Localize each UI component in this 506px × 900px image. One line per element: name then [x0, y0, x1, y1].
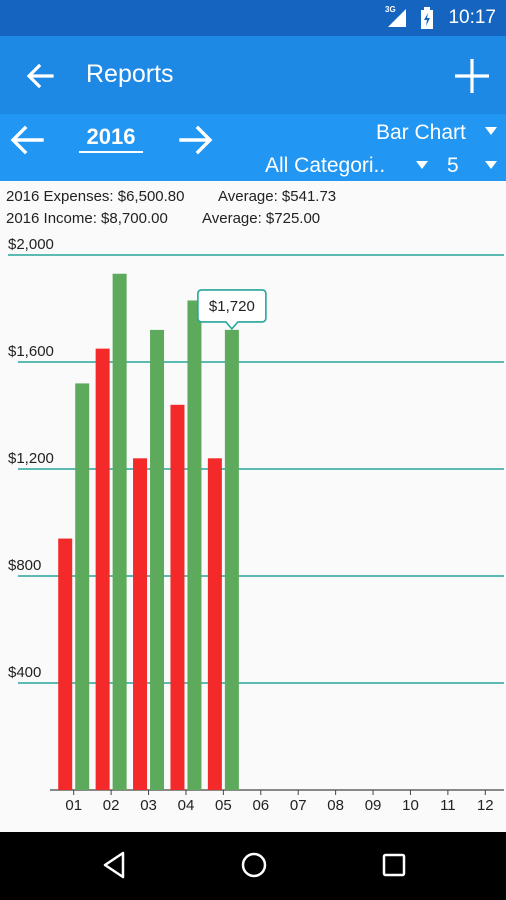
income-bar: [187, 300, 202, 790]
x-tick-label: 12: [477, 797, 494, 814]
y-tick-label: $1,200: [8, 450, 54, 467]
month-count-dropdown[interactable]: 5: [447, 154, 459, 177]
y-tick-label: $2,000: [8, 236, 54, 253]
x-tick-label: 06: [252, 797, 269, 814]
expenses-average: Average: $541.73: [218, 188, 337, 205]
back-arrow-icon[interactable]: [22, 58, 58, 94]
income-summary: 2016 Income: $8,700.00: [6, 210, 168, 227]
expense-bar: [170, 404, 185, 790]
report-toolbar: 2016 Bar Chart All Categori.. 5: [0, 114, 506, 181]
signal-icon: [388, 9, 406, 27]
x-tick-label: 05: [215, 797, 232, 814]
battery-icon: [421, 7, 433, 29]
income-bar: [150, 329, 165, 790]
y-tick-label: $1,600: [8, 343, 54, 360]
page-title: Reports: [86, 60, 174, 88]
x-tick-label: 07: [290, 797, 307, 814]
expense-bar: [133, 458, 148, 790]
y-tick-label: $800: [8, 557, 41, 574]
x-tick-label: 04: [178, 797, 195, 814]
bar-value-tooltip: $1,720: [197, 289, 267, 331]
income-bar: [75, 383, 90, 790]
system-nav-bar: [0, 832, 506, 900]
x-tick-label: 03: [140, 797, 157, 814]
year-selector[interactable]: 2016: [79, 124, 143, 153]
expense-bar: [58, 538, 73, 790]
app-bar: Reports: [0, 36, 506, 114]
tooltip-value: $1,720: [209, 298, 255, 315]
nav-home-icon[interactable]: [239, 850, 269, 880]
next-year-arrow-icon[interactable]: [177, 122, 215, 158]
category-dropdown[interactable]: All Categori..: [265, 154, 386, 177]
x-tick-label: 01: [65, 797, 82, 814]
income-bar: [224, 329, 239, 790]
chart-type-caret-icon[interactable]: [485, 127, 497, 135]
x-tick-label: 08: [327, 797, 344, 814]
bar-chart: $2,000 $1,600 $1,200 $800 $400 01 02 03 04 05 06 07…: [8, 236, 504, 814]
x-tick-label: 10: [402, 797, 419, 814]
expense-bar: [207, 458, 222, 790]
previous-year-arrow-icon[interactable]: [8, 122, 46, 158]
x-tick-label: 11: [440, 797, 456, 814]
chart-type-dropdown[interactable]: Bar Chart: [376, 121, 466, 144]
month-count-caret-icon[interactable]: [485, 161, 497, 169]
x-tick-label: 09: [365, 797, 382, 814]
category-caret-icon[interactable]: [416, 161, 428, 169]
y-tick-label: $400: [8, 664, 41, 681]
income-bar: [112, 273, 127, 791]
add-icon[interactable]: [452, 56, 492, 96]
nav-back-icon[interactable]: [99, 850, 129, 880]
nav-recents-icon[interactable]: [379, 850, 409, 880]
clock: 10:17: [448, 7, 496, 28]
expenses-summary: 2016 Expenses: $6,500.80: [6, 188, 185, 205]
status-bar: 3G 10:17: [0, 0, 506, 36]
network-type-label: 3G: [385, 5, 396, 14]
x-tick-label: 02: [103, 797, 120, 814]
tooltip-box: [197, 289, 267, 331]
income-average: Average: $725.00: [202, 210, 321, 227]
expense-bar: [95, 348, 110, 790]
